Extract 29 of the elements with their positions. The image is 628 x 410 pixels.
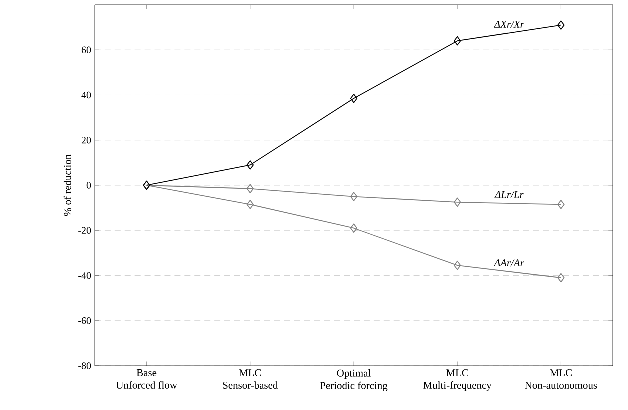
point xyxy=(454,36,462,46)
y-tick-label: -20 xyxy=(78,227,92,234)
point xyxy=(558,273,565,283)
y-tick-label: -80 xyxy=(78,362,92,370)
point xyxy=(246,160,254,170)
point xyxy=(350,192,358,202)
y-axis-title: % of reduction xyxy=(64,154,72,216)
point xyxy=(558,200,565,210)
y-tick-label: -40 xyxy=(78,272,92,280)
x-tick-label: MLC Multi-frequency xyxy=(424,370,492,392)
y-tick-label: 20 xyxy=(82,137,92,144)
y-tick-label: 40 xyxy=(82,92,92,99)
x-tick-label: Base Unforced flow xyxy=(116,370,178,389)
point xyxy=(454,198,462,208)
point xyxy=(454,260,462,270)
point xyxy=(558,20,565,30)
series-label: ΔXr/Xr xyxy=(494,21,524,28)
point xyxy=(246,184,254,194)
point xyxy=(350,224,358,233)
x-tick-label: Optimal Periodic forcing xyxy=(320,370,388,392)
x-tick-label: MLC Non-autonomous xyxy=(525,370,598,390)
point xyxy=(246,200,254,210)
point xyxy=(350,94,358,104)
y-tick-label: -60 xyxy=(78,318,92,324)
y-tick-label: 0 xyxy=(86,182,92,189)
series-label: ΔLr/Lr xyxy=(494,191,524,198)
x-tick-label: MLC Sensor-based xyxy=(223,370,278,390)
y-tick-label: 60 xyxy=(82,46,92,54)
series-label: ΔAr/Ar xyxy=(494,260,524,267)
